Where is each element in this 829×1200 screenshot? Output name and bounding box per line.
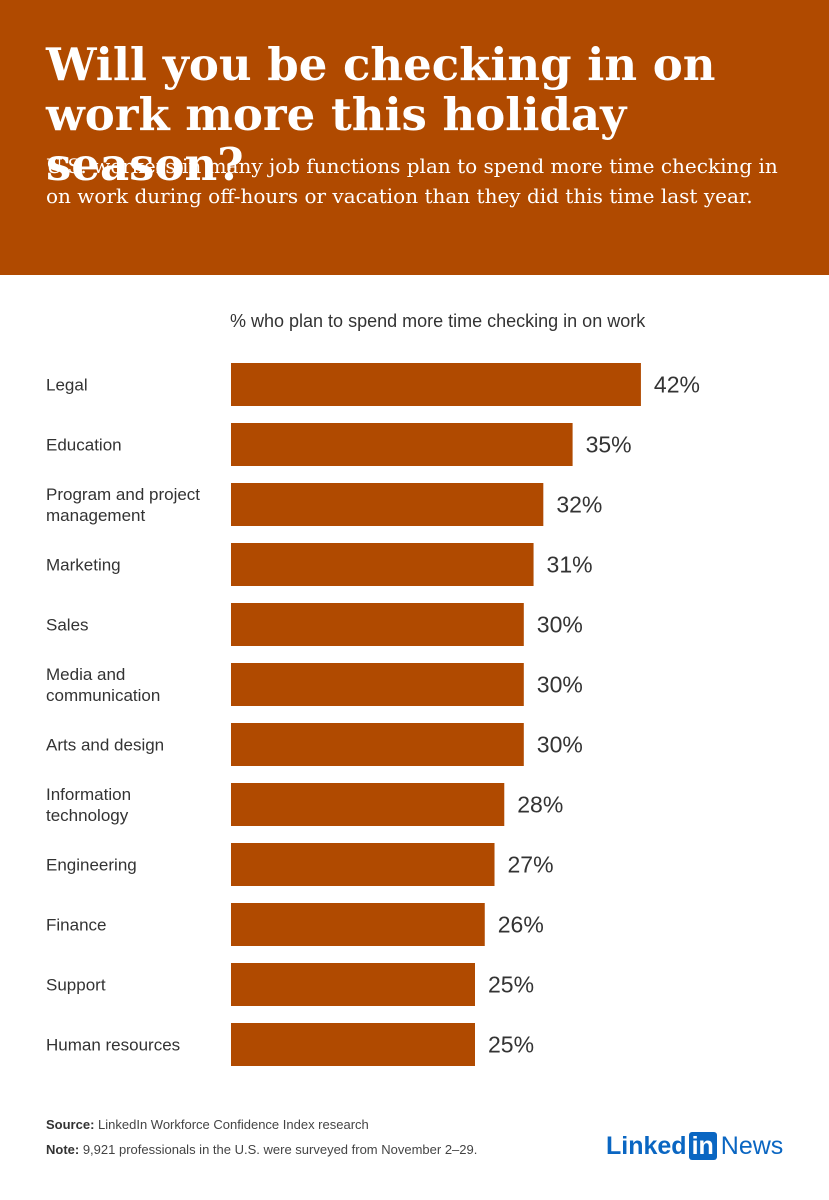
value-label: 42% (654, 372, 700, 398)
bar (231, 723, 524, 766)
category-label: Support (46, 976, 106, 995)
source-text: LinkedIn Workforce Confidence Index rese… (94, 1117, 369, 1132)
value-label: 31% (547, 552, 593, 578)
category-label: Legal (46, 376, 88, 395)
value-label: 30% (537, 732, 583, 758)
chart-title: % who plan to spend more time checking i… (230, 311, 646, 331)
bar (231, 483, 544, 526)
bar (231, 603, 524, 646)
bar (231, 843, 495, 886)
category-label: Information technology (46, 785, 131, 825)
bar (231, 963, 475, 1006)
bar (231, 1023, 475, 1066)
bar (231, 363, 641, 406)
category-label: Arts and design (46, 736, 164, 755)
value-label: 27% (508, 852, 554, 878)
category-label: Human resources (46, 1036, 180, 1055)
value-label: 32% (556, 492, 602, 518)
value-label: 25% (488, 1032, 534, 1058)
value-label: 30% (537, 672, 583, 698)
bar (231, 543, 534, 586)
header-banner: Will you be checking in on work more thi… (0, 0, 829, 275)
bar (231, 663, 524, 706)
category-label: Program and project management (46, 485, 200, 525)
value-label: 35% (586, 432, 632, 458)
source-label: Source: (46, 1117, 95, 1132)
page-title: Will you be checking in on work more thi… (46, 38, 716, 191)
bar-chart: 42% Legal 35% Education 32% Program and proje… (46, 363, 700, 1066)
value-label: 28% (517, 792, 563, 818)
page-subtitle: U.S. workers in many job functions plan … (46, 154, 778, 208)
survey-note: Note: 9,921 professionals in the U.S. we… (46, 1142, 477, 1157)
note-text: 9,921 professionals in the U.S. were sur… (79, 1142, 478, 1157)
logo-linked: Linked (606, 1131, 687, 1160)
linkedin-news-logo: Linked in News (606, 1131, 783, 1161)
bar (231, 423, 573, 466)
logo-news: News (720, 1131, 784, 1160)
logo-in: in (688, 1132, 717, 1160)
category-label: Sales (46, 616, 89, 635)
category-label: Engineering (46, 856, 137, 875)
note-label: Note: (46, 1142, 80, 1157)
value-label: 26% (498, 912, 544, 938)
value-label: 30% (537, 612, 583, 638)
category-label: Media and communication (46, 665, 160, 705)
source-note: Source: LinkedIn Workforce Confidence In… (46, 1117, 369, 1132)
category-label: Education (46, 436, 122, 455)
value-label: 25% (488, 972, 534, 998)
bar (231, 903, 485, 946)
category-label: Finance (46, 916, 106, 935)
category-label: Marketing (46, 556, 121, 575)
bar (231, 783, 505, 826)
